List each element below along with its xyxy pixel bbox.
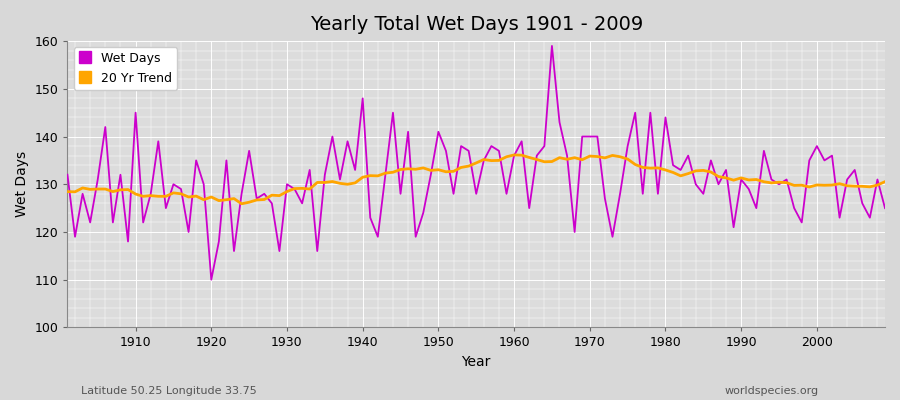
- 20 Yr Trend: [62, 189, 73, 194]
- Text: Latitude 50.25 Longitude 33.75: Latitude 50.25 Longitude 33.75: [81, 386, 256, 396]
- Wet Days: [546, 44, 557, 48]
- 20 Yr Trend: [517, 153, 527, 158]
- Wet Days: [342, 139, 353, 144]
- 20 Yr Trend: [236, 202, 247, 206]
- Wet Days: [508, 153, 519, 158]
- Line: Wet Days: Wet Days: [68, 46, 885, 280]
- X-axis label: Year: Year: [462, 355, 490, 369]
- 20 Yr Trend: [615, 154, 626, 159]
- 20 Yr Trend: [879, 179, 890, 184]
- Text: worldspecies.org: worldspecies.org: [724, 386, 819, 396]
- Wet Days: [879, 206, 890, 210]
- Y-axis label: Wet Days: Wet Days: [15, 151, 29, 217]
- Line: 20 Yr Trend: 20 Yr Trend: [68, 155, 885, 204]
- Wet Days: [517, 139, 527, 144]
- 20 Yr Trend: [508, 152, 519, 157]
- Wet Days: [122, 239, 133, 244]
- Wet Days: [297, 201, 308, 206]
- Wet Days: [62, 172, 73, 177]
- Title: Yearly Total Wet Days 1901 - 2009: Yearly Total Wet Days 1901 - 2009: [310, 15, 643, 34]
- 20 Yr Trend: [122, 187, 133, 192]
- Wet Days: [206, 277, 217, 282]
- 20 Yr Trend: [297, 186, 308, 191]
- Wet Days: [615, 192, 626, 196]
- 20 Yr Trend: [342, 182, 353, 187]
- 20 Yr Trend: [524, 155, 535, 160]
- Legend: Wet Days, 20 Yr Trend: Wet Days, 20 Yr Trend: [74, 47, 177, 90]
